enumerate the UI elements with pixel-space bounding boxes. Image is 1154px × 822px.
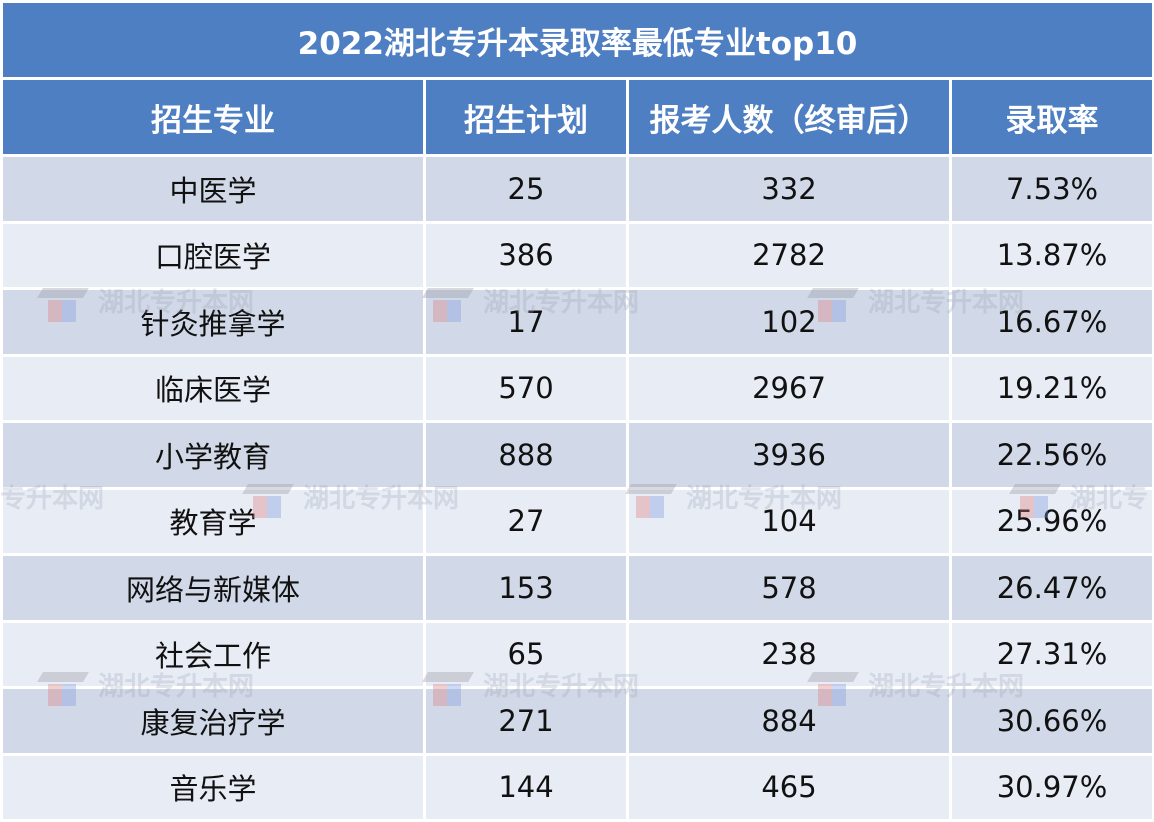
cell-plan: 65 — [426, 622, 626, 686]
table-row: 口腔医学 386 2782 13.87% — [3, 223, 1153, 287]
cell-rate: 30.66% — [952, 689, 1153, 753]
cell-plan: 17 — [426, 290, 626, 354]
header-major: 招生专业 — [3, 80, 423, 154]
cell-applicants: 104 — [629, 489, 949, 553]
cell-applicants: 578 — [629, 556, 949, 620]
cell-plan: 570 — [426, 356, 626, 420]
cell-rate: 19.21% — [952, 356, 1153, 420]
table-row: 中医学 25 332 7.53% — [3, 157, 1153, 221]
cell-applicants: 884 — [629, 689, 949, 753]
cell-rate: 16.67% — [952, 290, 1153, 354]
cell-major: 社会工作 — [3, 622, 423, 686]
cell-applicants: 2782 — [629, 223, 949, 287]
cell-applicants: 465 — [629, 755, 949, 819]
table-row: 临床医学 570 2967 19.21% — [3, 356, 1153, 420]
cell-major: 临床医学 — [3, 356, 423, 420]
table-row: 网络与新媒体 153 578 26.47% — [3, 556, 1153, 620]
cell-applicants: 2967 — [629, 356, 949, 420]
cell-plan: 153 — [426, 556, 626, 620]
table-row: 教育学 27 104 25.96% — [3, 489, 1153, 553]
cell-rate: 26.47% — [952, 556, 1153, 620]
cell-plan: 271 — [426, 689, 626, 753]
cell-major: 针灸推拿学 — [3, 290, 423, 354]
cell-rate: 22.56% — [952, 423, 1153, 487]
cell-rate: 25.96% — [952, 489, 1153, 553]
cell-major: 教育学 — [3, 489, 423, 553]
table-row: 针灸推拿学 17 102 16.67% — [3, 290, 1153, 354]
cell-applicants: 102 — [629, 290, 949, 354]
table-row: 音乐学 144 465 30.97% — [3, 755, 1153, 819]
cell-major: 小学教育 — [3, 423, 423, 487]
cell-major: 康复治疗学 — [3, 689, 423, 753]
cell-rate: 27.31% — [952, 622, 1153, 686]
cell-major: 网络与新媒体 — [3, 556, 423, 620]
cell-rate: 7.53% — [952, 157, 1153, 221]
header-rate: 录取率 — [952, 80, 1153, 154]
cell-plan: 144 — [426, 755, 626, 819]
cell-plan: 25 — [426, 157, 626, 221]
table-row: 小学教育 888 3936 22.56% — [3, 423, 1153, 487]
cell-applicants: 332 — [629, 157, 949, 221]
cell-major: 音乐学 — [3, 755, 423, 819]
cell-plan: 27 — [426, 489, 626, 553]
table-title: 2022湖北专升本录取率最低专业top10 — [3, 3, 1153, 77]
table-row: 康复治疗学 271 884 30.66% — [3, 689, 1153, 753]
header-plan: 招生计划 — [426, 80, 626, 154]
header-applicants: 报考人数（终审后） — [629, 80, 949, 154]
cell-applicants: 3936 — [629, 423, 949, 487]
cell-applicants: 238 — [629, 622, 949, 686]
cell-major: 口腔医学 — [3, 223, 423, 287]
cell-major: 中医学 — [3, 157, 423, 221]
cell-rate: 13.87% — [952, 223, 1153, 287]
cell-plan: 888 — [426, 423, 626, 487]
cell-plan: 386 — [426, 223, 626, 287]
table-row: 社会工作 65 238 27.31% — [3, 622, 1153, 686]
cell-rate: 30.97% — [952, 755, 1153, 819]
